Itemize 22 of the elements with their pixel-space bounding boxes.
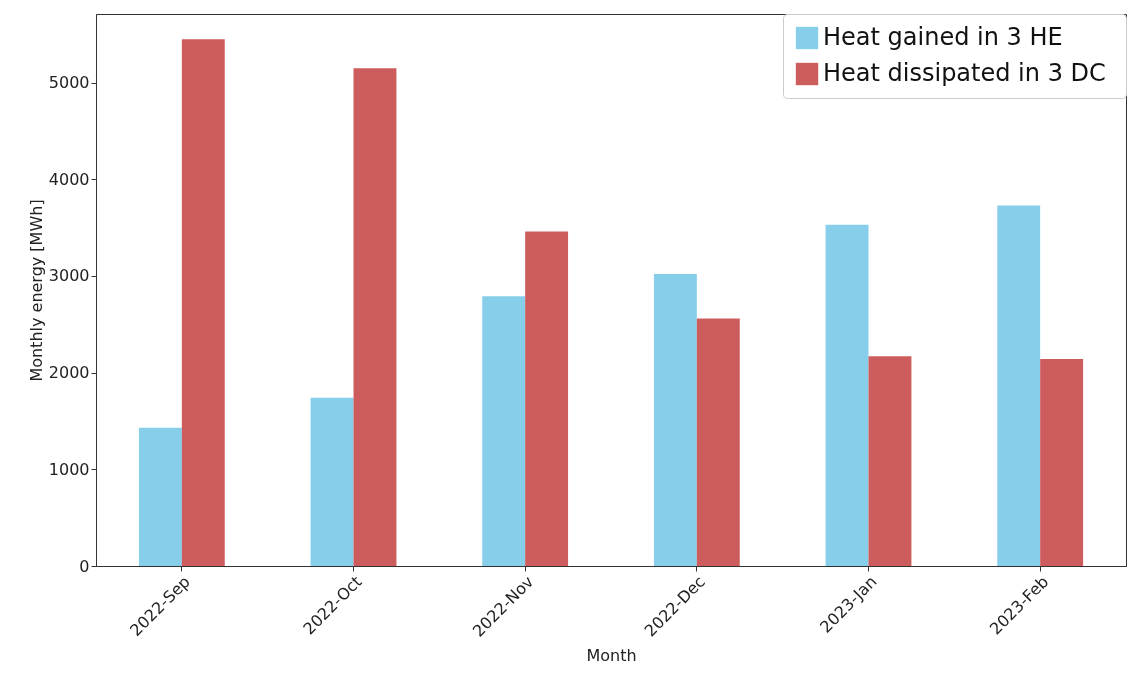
bar bbox=[353, 68, 397, 566]
y-axis-title: Monthly energy [MWh] bbox=[26, 199, 46, 382]
bar bbox=[310, 397, 354, 566]
bar bbox=[181, 39, 225, 566]
bar bbox=[653, 274, 697, 566]
bar bbox=[868, 356, 912, 566]
bar bbox=[1040, 359, 1084, 566]
x-axis-title: Month bbox=[586, 645, 637, 665]
legend-label: Heat dissipated in 3 DC bbox=[823, 59, 1106, 87]
y-tick-label: 4000 bbox=[48, 169, 90, 189]
bar bbox=[825, 224, 869, 566]
y-tick-label: 1000 bbox=[48, 459, 90, 479]
bar bbox=[138, 427, 182, 566]
bar bbox=[525, 231, 569, 566]
y-tick-label: 5000 bbox=[48, 73, 90, 93]
y-tick-label: 2000 bbox=[48, 363, 90, 383]
legend-label: Heat gained in 3 HE bbox=[823, 23, 1063, 51]
bar bbox=[482, 296, 526, 566]
bar bbox=[696, 318, 740, 566]
y-tick-label: 0 bbox=[79, 556, 90, 576]
bar bbox=[997, 205, 1041, 566]
y-tick-label: 3000 bbox=[48, 266, 90, 286]
